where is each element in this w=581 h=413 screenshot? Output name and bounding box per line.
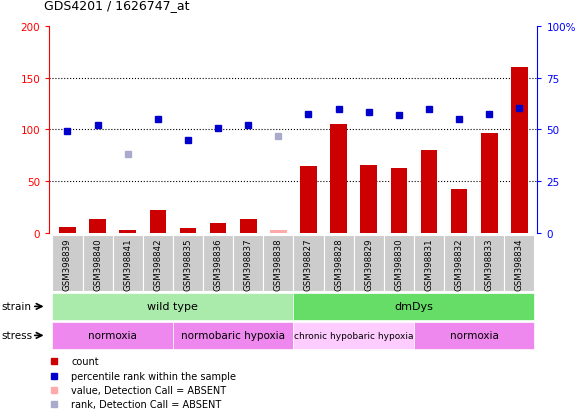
FancyBboxPatch shape bbox=[384, 235, 414, 291]
Text: GSM398835: GSM398835 bbox=[184, 237, 192, 290]
Text: GSM398840: GSM398840 bbox=[93, 237, 102, 290]
Text: GSM398836: GSM398836 bbox=[214, 237, 223, 290]
FancyBboxPatch shape bbox=[504, 235, 535, 291]
Bar bbox=[421, 151, 437, 233]
Bar bbox=[210, 223, 227, 233]
FancyBboxPatch shape bbox=[293, 322, 414, 349]
FancyBboxPatch shape bbox=[354, 235, 384, 291]
FancyBboxPatch shape bbox=[173, 322, 293, 349]
Text: GSM398833: GSM398833 bbox=[485, 237, 494, 290]
Bar bbox=[331, 125, 347, 233]
Bar bbox=[390, 169, 407, 233]
Bar bbox=[120, 230, 136, 233]
Text: dmDys: dmDys bbox=[394, 301, 433, 312]
FancyBboxPatch shape bbox=[52, 322, 173, 349]
Bar bbox=[89, 220, 106, 233]
FancyBboxPatch shape bbox=[414, 235, 444, 291]
Text: GSM398842: GSM398842 bbox=[153, 237, 162, 290]
Text: strain: strain bbox=[2, 301, 32, 312]
FancyBboxPatch shape bbox=[293, 235, 324, 291]
Text: wild type: wild type bbox=[148, 301, 198, 312]
Bar bbox=[360, 165, 377, 233]
FancyBboxPatch shape bbox=[474, 235, 504, 291]
Text: GSM398828: GSM398828 bbox=[334, 237, 343, 290]
FancyBboxPatch shape bbox=[324, 235, 354, 291]
Text: rank, Detection Call = ABSENT: rank, Detection Call = ABSENT bbox=[71, 399, 221, 408]
Text: GSM398827: GSM398827 bbox=[304, 237, 313, 290]
Bar bbox=[270, 230, 286, 233]
Text: normobaric hypoxia: normobaric hypoxia bbox=[181, 330, 285, 341]
Bar bbox=[59, 227, 76, 233]
Text: percentile rank within the sample: percentile rank within the sample bbox=[71, 371, 236, 381]
FancyBboxPatch shape bbox=[233, 235, 263, 291]
Text: normoxia: normoxia bbox=[88, 330, 137, 341]
Text: GSM398841: GSM398841 bbox=[123, 237, 132, 290]
Bar bbox=[240, 220, 256, 233]
Text: count: count bbox=[71, 356, 99, 366]
FancyBboxPatch shape bbox=[52, 293, 293, 320]
Bar bbox=[451, 190, 467, 233]
Text: GDS4201 / 1626747_at: GDS4201 / 1626747_at bbox=[44, 0, 189, 12]
Bar bbox=[300, 166, 317, 233]
FancyBboxPatch shape bbox=[173, 235, 203, 291]
Bar bbox=[481, 133, 497, 233]
FancyBboxPatch shape bbox=[414, 322, 535, 349]
Text: GSM398837: GSM398837 bbox=[243, 237, 253, 290]
Text: GSM398839: GSM398839 bbox=[63, 237, 72, 290]
Text: GSM398834: GSM398834 bbox=[515, 237, 524, 290]
Bar bbox=[180, 228, 196, 233]
Text: GSM398829: GSM398829 bbox=[364, 237, 373, 290]
Text: GSM398832: GSM398832 bbox=[454, 237, 464, 290]
FancyBboxPatch shape bbox=[52, 235, 83, 291]
Text: chronic hypobaric hypoxia: chronic hypobaric hypoxia bbox=[294, 331, 414, 340]
Bar bbox=[149, 211, 166, 233]
Text: GSM398838: GSM398838 bbox=[274, 237, 283, 290]
Text: value, Detection Call = ABSENT: value, Detection Call = ABSENT bbox=[71, 385, 227, 395]
Text: stress: stress bbox=[2, 330, 33, 341]
FancyBboxPatch shape bbox=[203, 235, 233, 291]
Text: GSM398831: GSM398831 bbox=[425, 237, 433, 290]
Bar bbox=[511, 68, 528, 233]
FancyBboxPatch shape bbox=[444, 235, 474, 291]
FancyBboxPatch shape bbox=[143, 235, 173, 291]
Text: GSM398830: GSM398830 bbox=[394, 237, 403, 290]
FancyBboxPatch shape bbox=[113, 235, 143, 291]
FancyBboxPatch shape bbox=[293, 293, 535, 320]
FancyBboxPatch shape bbox=[83, 235, 113, 291]
FancyBboxPatch shape bbox=[263, 235, 293, 291]
Text: normoxia: normoxia bbox=[450, 330, 498, 341]
